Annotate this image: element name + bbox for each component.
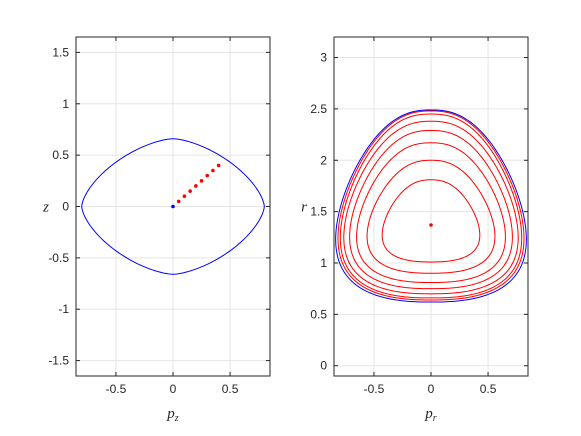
y-tick-label: 2 (320, 153, 327, 167)
y-tick-label: 0.5 (52, 148, 69, 162)
series-line (337, 110, 525, 301)
data-point (188, 189, 192, 193)
y-tick-label: -1 (58, 302, 69, 316)
data-point (182, 194, 187, 199)
data-point (216, 163, 221, 168)
y-tick-label: 1.5 (310, 205, 327, 219)
data-point (194, 184, 198, 188)
x-tick-label: 0.5 (480, 382, 497, 396)
y-tick-label: 1.5 (52, 45, 69, 59)
y-tick-label: 0 (62, 200, 69, 214)
data-point (429, 223, 433, 227)
x-axis-label: pz (166, 406, 179, 424)
series-group (335, 109, 527, 303)
right-panel-pr-vs-r: -0.5 0 0.5 0 0.5 1 1.5 2 2.5 3 pr r (301, 36, 529, 424)
data-point (199, 179, 204, 183)
series-line (349, 129, 513, 290)
series-line (81, 138, 265, 275)
y-tick-label: -0.5 (48, 251, 69, 265)
series-line (381, 179, 481, 263)
y-tick-label: 2.5 (310, 102, 327, 116)
data-point (176, 199, 181, 204)
y-axis-label: r (301, 200, 307, 216)
left-panel-pz-vs-z: -0.5 0 0.5 -1.5 -1 -0.5 0 0.5 1 1.5 pz z (42, 36, 271, 424)
y-tick-label: 0.5 (310, 307, 327, 321)
series-line (339, 113, 523, 299)
data-point (171, 204, 175, 209)
y-tick-label: 3 (320, 51, 327, 65)
x-axis-label: pr (424, 406, 437, 424)
x-tick-label: -0.5 (106, 382, 127, 396)
x-tick-label: 0 (170, 382, 177, 396)
series-line (366, 159, 496, 274)
series-line (356, 142, 506, 284)
data-point (205, 173, 210, 178)
y-tick-label: -1.5 (48, 354, 69, 368)
y-tick-label: 0 (320, 359, 327, 373)
x-tick-label: -0.5 (364, 382, 385, 396)
series-line (335, 109, 527, 303)
x-tick-label: 0.5 (222, 382, 239, 396)
series-line (343, 120, 519, 295)
y-tick-label: 1 (62, 97, 69, 111)
x-tick-label: 0 (428, 382, 435, 396)
data-point (211, 168, 215, 173)
y-axis-label: z (42, 200, 49, 216)
series-group (81, 138, 265, 275)
y-tick-label: 1 (320, 256, 327, 270)
